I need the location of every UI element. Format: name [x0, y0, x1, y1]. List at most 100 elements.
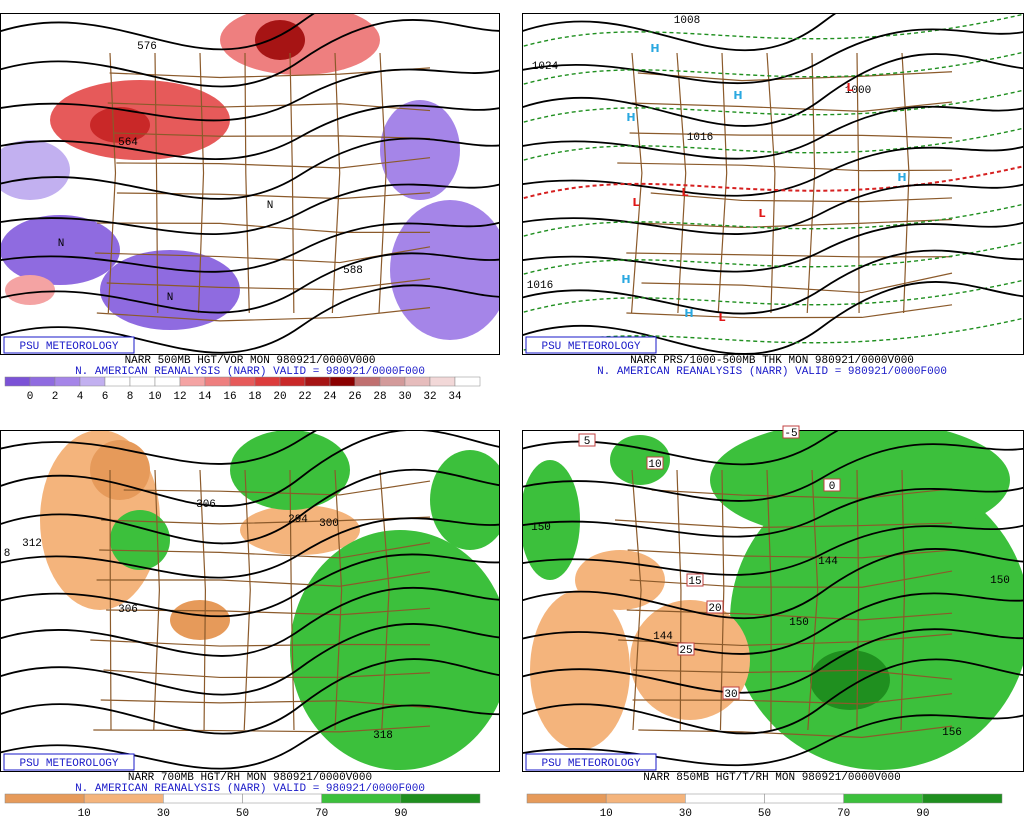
border [807, 469, 819, 731]
colorbar-segment [526, 793, 607, 804]
caption: N. AMERICAN REANALYSIS (NARR) VALID = 98… [597, 366, 947, 378]
caption: NARR PRS/1000-500MB THK MON 980921/0000V… [630, 355, 914, 367]
shaded-region [730, 470, 1024, 770]
contour [0, 221, 500, 273]
pressure-center: H [733, 89, 742, 102]
colorbar-segment [329, 376, 356, 387]
border [632, 693, 953, 705]
colorbar-segment [83, 793, 164, 804]
contour [0, 68, 500, 122]
psu-box [525, 336, 657, 354]
border [626, 304, 953, 319]
contour [0, 430, 319, 465]
contour [522, 221, 1024, 273]
border [113, 132, 431, 140]
border [676, 469, 682, 731]
colorbar-label: 16 [223, 391, 236, 403]
colorbar-segment [605, 793, 686, 804]
shaded-region [630, 600, 750, 720]
colorbar-segment [54, 376, 81, 387]
colorbar-label: 50 [236, 808, 249, 819]
contour [522, 145, 1024, 197]
contour [0, 13, 317, 51]
shaded-region [110, 510, 170, 570]
colorbar-segment [4, 376, 31, 387]
caption: NARR 700MB HGT/RH MON 980921/0000V000 [128, 772, 372, 784]
caption: N. AMERICAN REANALYSIS (NARR) VALID = 98… [75, 366, 425, 378]
temp-label-box [578, 433, 596, 447]
colorbar-segment [179, 376, 206, 387]
temp-label: -5 [784, 428, 797, 440]
contour [522, 524, 1024, 576]
pressure-center: H [621, 273, 630, 286]
border [289, 469, 295, 731]
border [900, 469, 906, 731]
shaded-region [100, 250, 240, 330]
map-frame [0, 430, 500, 772]
colorbar-label: 90 [916, 808, 929, 819]
pressure-center: L [632, 196, 639, 209]
contour-label: 8 [4, 548, 11, 560]
map-area [0, 13, 500, 355]
thickness-line [522, 51, 1024, 86]
contour [0, 104, 500, 160]
shaded-region [240, 505, 360, 555]
contour-label: N [267, 200, 274, 212]
border [631, 469, 642, 731]
thickness-line [522, 241, 1024, 276]
contour-label: 1024 [532, 61, 559, 73]
border [378, 52, 387, 314]
contour-label: 150 [990, 575, 1010, 587]
contour [522, 714, 1024, 767]
border [719, 469, 725, 731]
border [626, 252, 953, 258]
border [676, 52, 687, 314]
map-panel [0, 13, 500, 355]
psu-label: PSU METEOROLOGY [19, 758, 118, 770]
temp-label-box [722, 686, 740, 700]
border [106, 278, 431, 291]
shaded-region [0, 215, 120, 285]
colorbar-label: 70 [315, 808, 328, 819]
temp-label: 0 [829, 481, 836, 493]
temp-label: 25 [679, 645, 692, 657]
shaded-region [0, 140, 70, 200]
colorbar-label: 32 [423, 391, 436, 403]
colorbar-segment [204, 376, 231, 387]
colorbar-label: 50 [758, 808, 771, 819]
colorbar-label: 10 [148, 391, 161, 403]
contour [522, 28, 1024, 84]
border [243, 469, 251, 731]
border [717, 52, 728, 314]
temp-label-box [686, 573, 704, 587]
contour-label: 144 [653, 631, 673, 643]
colorbar-label: 34 [448, 391, 462, 403]
map-area [0, 430, 500, 772]
border [100, 699, 431, 709]
contour [522, 548, 1024, 620]
border [197, 52, 205, 314]
border [629, 570, 953, 588]
border [630, 52, 643, 314]
map-panel [522, 13, 1024, 355]
shaded-region [430, 450, 500, 550]
map-panel [522, 430, 1024, 772]
colorbar-label: 0 [27, 391, 34, 403]
temp-label-box [677, 642, 695, 656]
psu-label: PSU METEOROLOGY [19, 341, 118, 353]
border [334, 469, 343, 731]
thickness-line [522, 165, 1024, 200]
contour [522, 592, 1024, 655]
contour-label: 1008 [674, 15, 700, 27]
shaded-region [170, 600, 230, 640]
map-frame [0, 13, 500, 355]
contour [522, 628, 1024, 694]
border [626, 609, 953, 621]
colorbar-label: 30 [679, 808, 692, 819]
contour [522, 53, 1024, 127]
border [650, 192, 953, 203]
contour-label: N [167, 292, 174, 304]
contour [0, 430, 500, 507]
colorbar-label: 90 [394, 808, 407, 819]
colorbar-segment [400, 793, 481, 804]
